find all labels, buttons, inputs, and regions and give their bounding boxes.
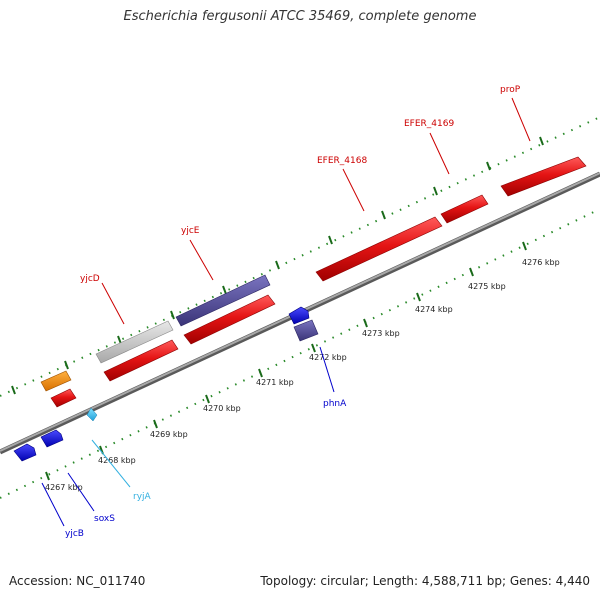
tick-label: 4271 kbp <box>256 378 294 387</box>
gene-labels: yjcD yjcE EFER_4168 EFER_4169 proP phnA … <box>65 85 521 539</box>
major-ticks <box>45 241 527 481</box>
tick-label: 4272 kbp <box>309 353 347 362</box>
outer-major-ticks <box>11 136 544 395</box>
gene-arrow[interactable] <box>50 388 77 408</box>
gene-arrow[interactable] <box>315 216 443 282</box>
accession-text: Accession: NC_011740 <box>9 574 146 588</box>
gene-label-yjcB[interactable]: yjcB <box>65 529 84 539</box>
tick-label: 4276 kbp <box>522 258 560 267</box>
gene-label-proP[interactable]: proP <box>500 85 521 95</box>
tick-label: 4270 kbp <box>203 404 241 413</box>
tick-label: 4274 kbp <box>415 305 453 314</box>
gene-arrow[interactable] <box>288 306 310 325</box>
gene-arrow[interactable] <box>40 370 72 392</box>
forward-strand-outer <box>40 274 271 392</box>
tick-label: 4269 kbp <box>150 430 188 439</box>
tick-label: 4275 kbp <box>468 282 506 291</box>
gene-arrow[interactable] <box>13 443 37 462</box>
reverse-strand <box>13 306 319 462</box>
gene-arrow[interactable] <box>95 320 174 364</box>
gene-label-yjcD[interactable]: yjcD <box>80 274 100 284</box>
gene-arrow[interactable] <box>175 274 271 327</box>
gene-arrow[interactable] <box>293 319 319 342</box>
gene-arrow[interactable] <box>40 429 64 448</box>
page-title: Escherichia fergusonii ATCC 35469, compl… <box>123 9 477 24</box>
gene-arrow[interactable] <box>103 339 179 382</box>
gene-arrow[interactable] <box>183 294 276 345</box>
gene-label-ryjA[interactable]: ryjA <box>133 492 152 502</box>
forward-strand-inner <box>50 156 587 408</box>
gene-arrow[interactable] <box>440 194 489 224</box>
tick-labels: 4267 kbp 4268 kbp 4269 kbp 4270 kbp 4271… <box>45 258 560 492</box>
gene-label-EFER-4169[interactable]: EFER_4169 <box>404 119 454 129</box>
tick-label: 4268 kbp <box>98 456 136 465</box>
gene-label-EFER-4168[interactable]: EFER_4168 <box>317 156 367 166</box>
gene-label-phnA[interactable]: phnA <box>323 399 347 409</box>
genome-summary-text: Topology: circular; Length: 4,588,711 bp… <box>260 574 590 588</box>
gene-arrow[interactable] <box>500 156 587 197</box>
tick-label: 4273 kbp <box>362 329 400 338</box>
label-leaders <box>41 97 531 527</box>
gene-label-soxS[interactable]: soxS <box>94 514 115 524</box>
outer-dotted-track <box>0 116 600 397</box>
gene-arrow[interactable] <box>86 407 98 422</box>
tick-label: 4267 kbp <box>45 483 83 492</box>
gene-label-yjcE[interactable]: yjcE <box>181 226 200 236</box>
